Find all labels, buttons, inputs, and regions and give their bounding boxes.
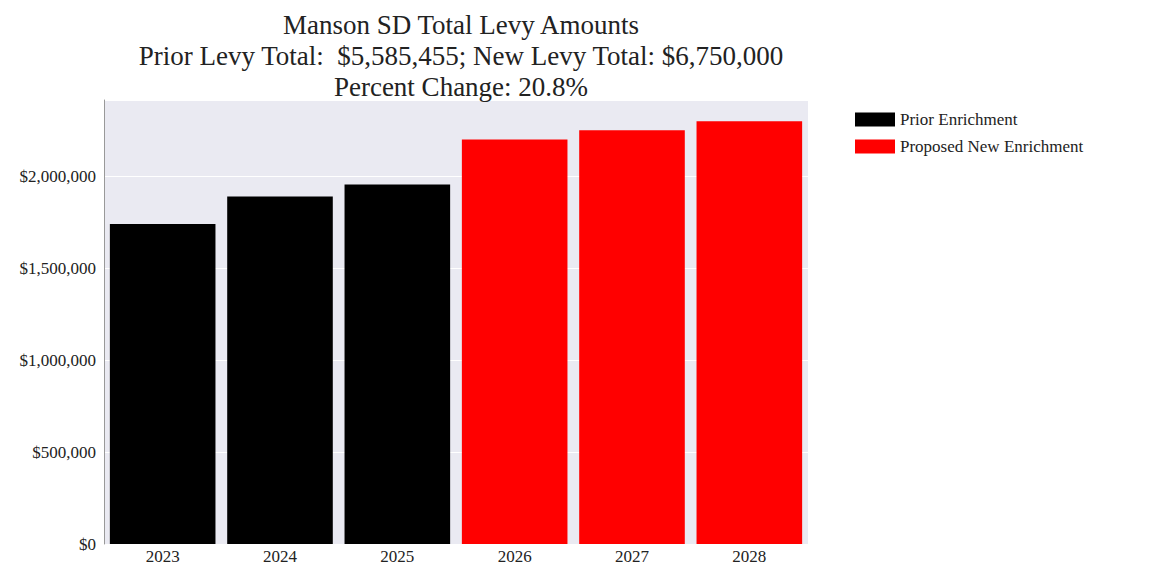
svg-text:$500,000: $500,000 bbox=[32, 443, 96, 462]
svg-text:$1,500,000: $1,500,000 bbox=[20, 259, 97, 278]
svg-text:2028: 2028 bbox=[732, 547, 766, 566]
svg-text:2025: 2025 bbox=[380, 547, 414, 566]
svg-text:Manson SD Total Levy Amounts: Manson SD Total Levy Amounts bbox=[283, 10, 639, 40]
svg-text:Proposed New Enrichment: Proposed New Enrichment bbox=[900, 137, 1083, 156]
svg-text:Prior Levy Total: $5,585,455;: Prior Levy Total: $5,585,455; New Levy T… bbox=[139, 41, 784, 71]
svg-text:$0: $0 bbox=[79, 535, 96, 554]
svg-text:2027: 2027 bbox=[615, 547, 650, 566]
svg-text:2023: 2023 bbox=[146, 547, 180, 566]
svg-text:Prior Enrichment: Prior Enrichment bbox=[900, 110, 1018, 129]
svg-text:2026: 2026 bbox=[498, 547, 532, 566]
svg-text:$2,000,000: $2,000,000 bbox=[20, 167, 97, 186]
svg-text:$1,000,000: $1,000,000 bbox=[20, 351, 97, 370]
svg-text:Percent Change: 20.8%: Percent Change: 20.8% bbox=[334, 72, 588, 102]
svg-text:2024: 2024 bbox=[263, 547, 298, 566]
